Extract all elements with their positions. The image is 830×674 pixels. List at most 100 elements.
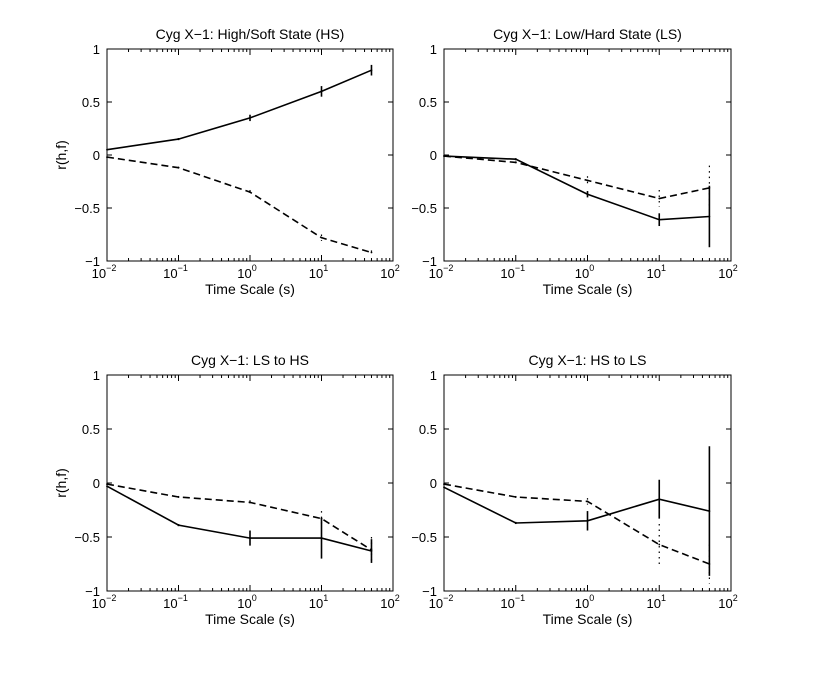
data-point-dashed <box>320 517 323 520</box>
x-tick-label: 10−2 <box>429 593 454 611</box>
panel-title: Cyg X−1: LS to HS <box>191 352 309 368</box>
series-solid-line <box>106 485 372 552</box>
y-tick-label: 0 <box>93 148 100 163</box>
x-tick-exponent: −1 <box>178 263 188 273</box>
y-tick-label: 0 <box>430 148 437 163</box>
plot-frame <box>106 374 394 592</box>
x-tick-base: 10 <box>718 596 732 611</box>
x-tick-exponent: 2 <box>733 263 738 273</box>
x-tick-base: 10 <box>237 596 251 611</box>
x-tick-exponent: 2 <box>733 593 738 603</box>
y-tick-label: 0 <box>430 476 437 491</box>
series-solid-line <box>106 69 372 151</box>
data-point-dashed <box>708 186 711 189</box>
x-tick-label: 101 <box>309 263 328 281</box>
data-point-dashed <box>443 483 445 485</box>
data-point-dashed <box>586 179 589 182</box>
panel-title: Cyg X−1: High/Soft State (HS) <box>156 26 345 42</box>
data-point-dashed <box>370 251 373 254</box>
x-tick-label: 10−2 <box>92 263 117 281</box>
x-tick-base: 10 <box>575 596 589 611</box>
x-tick-base: 10 <box>163 596 177 611</box>
x-tick-label: 101 <box>647 263 666 281</box>
x-tick-base: 10 <box>647 596 661 611</box>
data-point-dashed <box>106 156 108 159</box>
x-tick-base: 10 <box>380 266 394 281</box>
series-dashed-line <box>443 483 710 565</box>
x-tick-label: 101 <box>309 593 328 611</box>
panel-title: Cyg X−1: Low/Hard State (LS) <box>493 26 682 42</box>
x-tick-base: 10 <box>92 596 106 611</box>
x-tick-base: 10 <box>309 596 323 611</box>
y-tick-label: 0.5 <box>419 422 437 437</box>
y-tick-label: −1 <box>422 584 437 599</box>
data-point-dashed <box>708 563 711 565</box>
x-tick-base: 10 <box>500 266 514 281</box>
data-point-dashed <box>320 236 323 239</box>
data-point-solid <box>708 510 711 512</box>
x-tick-label: 102 <box>380 593 399 611</box>
x-tick-exponent: −2 <box>443 263 453 273</box>
x-tick-label: 100 <box>237 593 256 611</box>
y-tick-label: −0.5 <box>411 201 437 216</box>
data-point-dashed <box>249 191 251 194</box>
x-tick-base: 10 <box>309 266 323 281</box>
x-tick-base: 10 <box>163 266 177 281</box>
y-tick-label: 1 <box>430 368 437 383</box>
x-tick-label: 101 <box>647 593 666 611</box>
x-tick-base: 10 <box>647 266 661 281</box>
x-tick-exponent: −1 <box>515 593 525 603</box>
series-dashed-line <box>106 156 372 254</box>
y-tick-label: 0.5 <box>82 95 100 110</box>
x-axis-label: Time Scale (s) <box>205 281 295 297</box>
y-tick-label: 1 <box>93 368 100 383</box>
data-point-solid <box>177 524 180 527</box>
data-point-dashed <box>443 155 445 157</box>
x-tick-exponent: −1 <box>515 263 525 273</box>
x-tick-base: 10 <box>380 596 394 611</box>
data-point-dashed <box>658 197 661 200</box>
x-tick-label: 10−2 <box>429 263 454 281</box>
data-point-solid <box>320 90 323 93</box>
x-tick-label: 10−2 <box>92 593 117 611</box>
data-point-dashed <box>249 501 251 504</box>
data-point-dashed <box>106 483 108 485</box>
x-tick-base: 10 <box>429 266 443 281</box>
x-tick-label: 10−1 <box>500 263 525 281</box>
x-tick-base: 10 <box>575 266 589 281</box>
x-tick-label: 102 <box>380 263 399 281</box>
x-tick-exponent: 0 <box>589 263 594 273</box>
x-tick-exponent: −2 <box>106 263 116 273</box>
y-tick-label: 0 <box>93 476 100 491</box>
x-tick-label: 10−1 <box>163 263 188 281</box>
x-tick-label: 102 <box>718 593 737 611</box>
series-solid-line <box>443 155 710 221</box>
data-point-solid <box>514 522 517 524</box>
data-point-solid <box>370 69 373 72</box>
plot-frame <box>443 48 732 262</box>
x-tick-exponent: 0 <box>589 593 594 603</box>
y-tick-label: 0.5 <box>82 422 100 437</box>
x-tick-exponent: 0 <box>252 593 257 603</box>
y-tick-label: −0.5 <box>74 530 100 545</box>
data-point-dashed <box>514 496 517 498</box>
data-point-solid <box>249 117 251 119</box>
data-point-solid <box>249 537 251 539</box>
data-point-solid <box>658 498 661 501</box>
y-axis-label: r(h,f) <box>53 140 69 170</box>
plot-frame <box>443 374 732 592</box>
x-tick-base: 10 <box>500 596 514 611</box>
x-tick-label: 100 <box>237 263 256 281</box>
y-axis-label: r(h,f) <box>53 468 69 498</box>
data-point-solid <box>708 215 711 218</box>
y-tick-label: 1 <box>93 42 100 57</box>
x-tick-exponent: 0 <box>252 263 257 273</box>
data-point-solid <box>443 486 445 489</box>
data-point-dashed <box>370 549 373 551</box>
x-tick-exponent: −2 <box>443 593 453 603</box>
